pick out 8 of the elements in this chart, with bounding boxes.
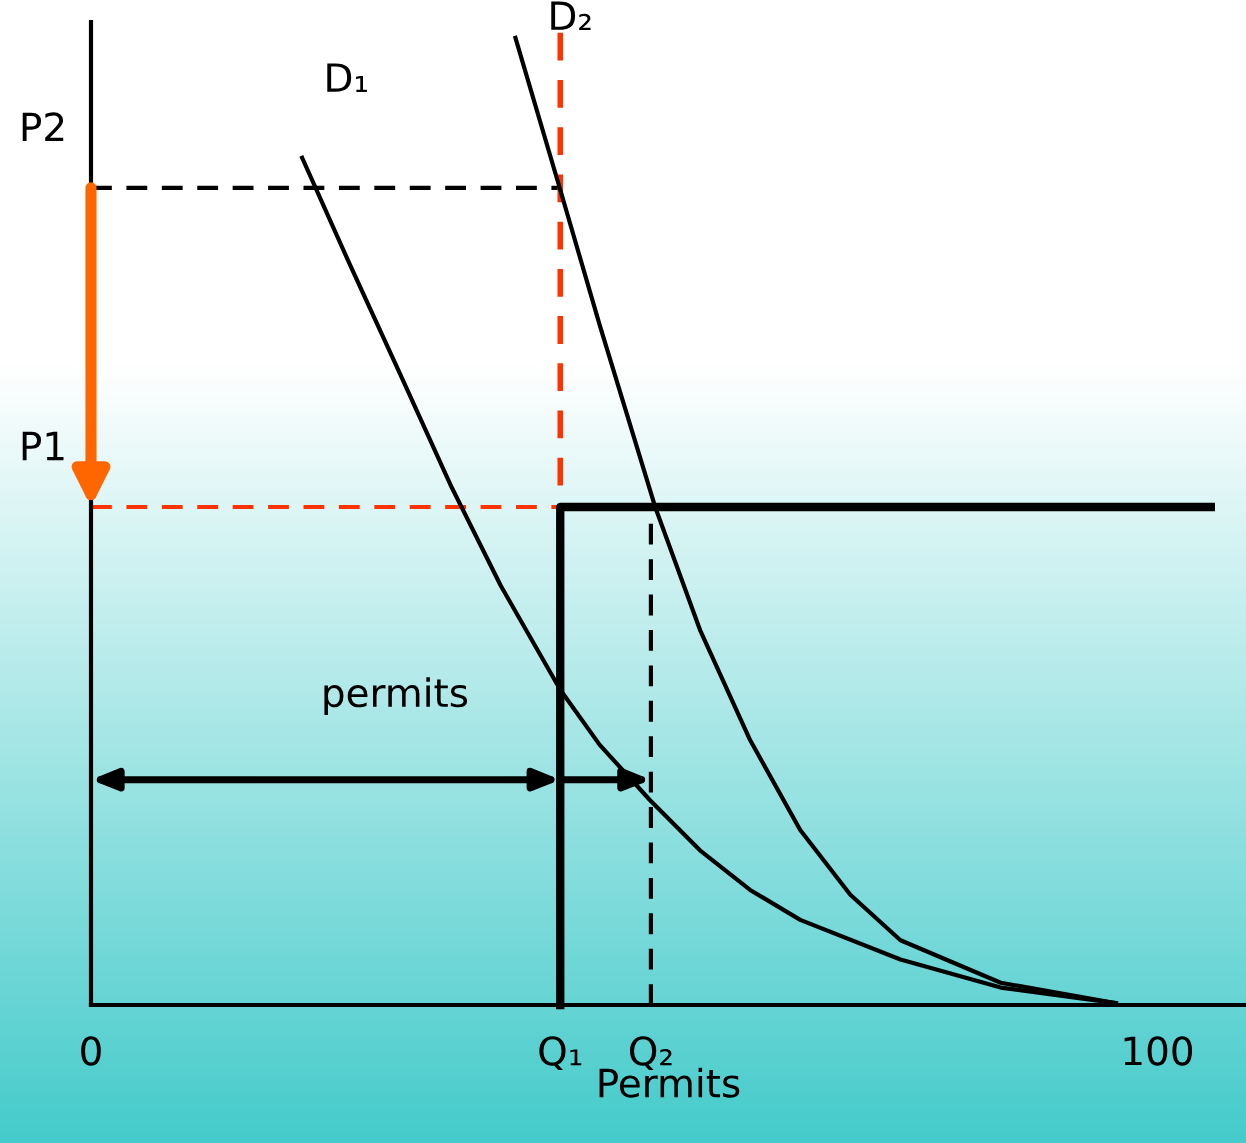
annotation: permits: [324, 677, 468, 715]
series-label: D₁: [327, 63, 367, 92]
ref-line-label: P2: [22, 112, 64, 142]
x-tick-label: Q₁: [539, 1036, 582, 1071]
x-tick-label: 100: [1124, 1036, 1193, 1066]
series-label: D₂: [551, 1, 591, 31]
x-tick-label: 0: [81, 1036, 101, 1066]
ref-line-label: P1: [22, 431, 64, 461]
